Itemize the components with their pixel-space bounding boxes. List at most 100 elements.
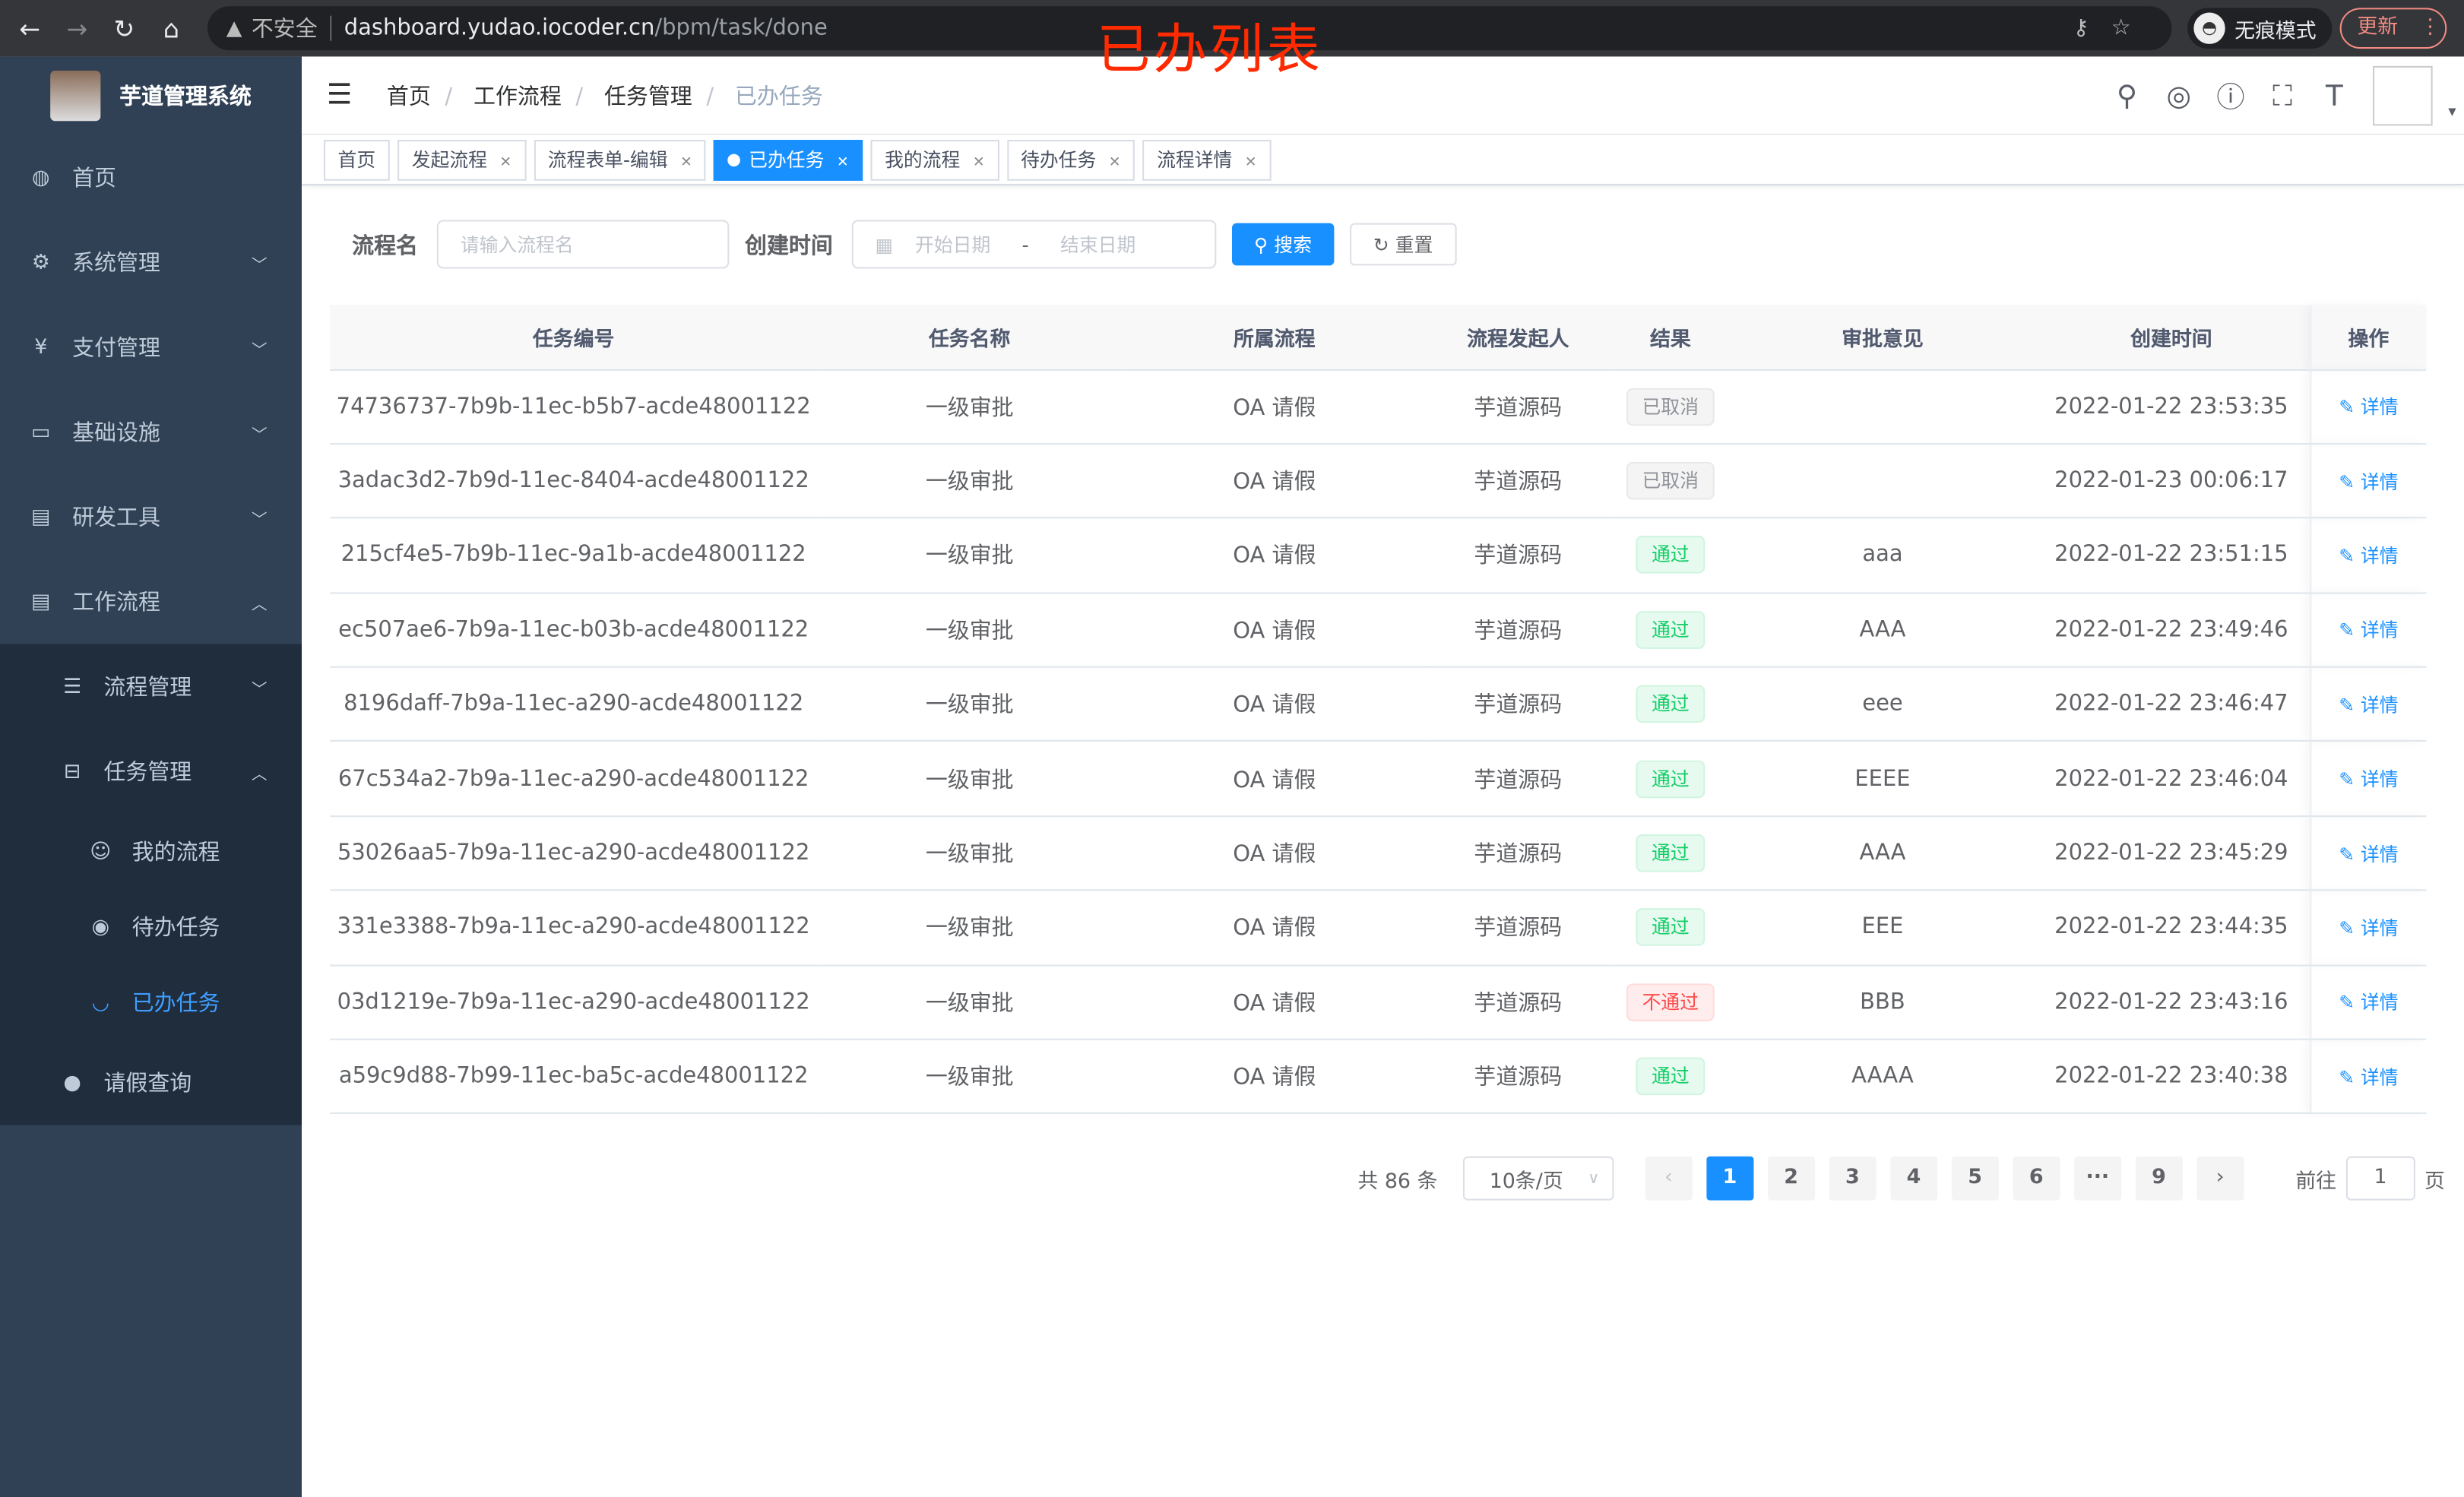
tag-home[interactable]: 首页 xyxy=(323,138,390,180)
font-size-icon[interactable]: T xyxy=(2326,79,2343,112)
edit-icon: ✎ xyxy=(2339,545,2361,568)
tag-start-process[interactable]: 发起流程 ✕ xyxy=(397,138,526,180)
table-cell: BBB xyxy=(1731,964,2034,1040)
list-icon: ☰ xyxy=(63,675,82,699)
detail-button[interactable]: ✎ 详情 xyxy=(2339,619,2399,642)
close-icon[interactable]: ✕ xyxy=(1108,154,1121,171)
table-cell: 03d1219e-7b9a-11ec-a290-acde48001122 xyxy=(330,964,818,1040)
page-button[interactable]: 5 xyxy=(1951,1156,1999,1201)
table-cell: 芋道源码 xyxy=(1427,964,1610,1040)
close-icon[interactable]: ✕ xyxy=(680,154,692,171)
detail-button[interactable]: ✎ 详情 xyxy=(2339,396,2399,419)
table-cell: 53026aa5-7b9a-11ec-a290-acde48001122 xyxy=(330,815,818,891)
detail-button[interactable]: ✎ 详情 xyxy=(2339,768,2399,791)
sidebar-item-infra[interactable]: ▭ 基础设施 ﹀ xyxy=(0,390,302,475)
fullscreen-icon[interactable]: ⛶ xyxy=(2272,79,2293,112)
reload-icon[interactable]: ↻ xyxy=(113,13,135,43)
page-button[interactable]: 4 xyxy=(1889,1156,1937,1201)
detail-button[interactable]: ✎ 详情 xyxy=(2339,470,2399,493)
incognito-label: 无痕模式 xyxy=(2234,19,2317,43)
breadcrumb-item[interactable]: 任务管理 xyxy=(603,84,692,109)
tag-todo[interactable]: 待办任务 ✕ xyxy=(1006,138,1135,180)
action-cell: ✎ 详情 xyxy=(2309,741,2427,817)
detail-button[interactable]: ✎ 详情 xyxy=(2339,1066,2399,1089)
close-icon[interactable]: ✕ xyxy=(499,154,512,171)
sidebar-item-pay[interactable]: ¥ 支付管理 ﹀ xyxy=(0,305,302,390)
avatar[interactable] xyxy=(2373,65,2456,126)
reset-button[interactable]: ↻ 重置 xyxy=(1349,223,1457,266)
sidebar-item-leave[interactable]: ● 请假查询 xyxy=(0,1040,302,1125)
goto-label: 前往 xyxy=(2295,1169,2337,1194)
address-bar[interactable]: ▲ 不安全 dashboard.yudao.iocoder.cn/bpm/tas… xyxy=(207,6,2172,51)
table-cell: OA 请假 xyxy=(1122,1039,1427,1115)
page-button[interactable]: 1 xyxy=(1706,1156,1754,1201)
help-icon[interactable]: ⓘ xyxy=(2216,81,2245,115)
tag-form-edit[interactable]: 流程表单-编辑 ✕ xyxy=(534,138,707,180)
edit-icon: ✎ xyxy=(2339,694,2361,717)
star-icon[interactable]: ☆ xyxy=(2111,15,2153,41)
search-icon[interactable]: ⚲ xyxy=(2116,79,2138,112)
table-row: 74736737-7b9b-11ec-b5b7-acde48001122 一级审批… xyxy=(330,369,2427,445)
page-size-select[interactable]: 10条/页 ∨ xyxy=(1462,1156,1614,1201)
breadcrumb-item[interactable]: 工作流程 xyxy=(473,84,562,109)
github-icon[interactable]: ◎ xyxy=(2166,79,2191,112)
sidebar-item-task-manage[interactable]: ⊟ 任务管理 ︿ xyxy=(0,729,302,814)
next-page-button[interactable]: › xyxy=(2196,1156,2244,1201)
tag-process-detail[interactable]: 流程详情 ✕ xyxy=(1142,138,1272,180)
breadcrumb-item[interactable]: 首页 xyxy=(386,84,431,109)
process-name-input[interactable]: 请输入流程名 xyxy=(436,220,730,269)
detail-button[interactable]: ✎ 详情 xyxy=(2339,992,2399,1014)
sidebar-item-home[interactable]: ◍ 首页 xyxy=(0,135,302,220)
search-icon: ⚲ xyxy=(1253,233,1268,255)
forward-icon[interactable]: → xyxy=(66,13,88,43)
page-button[interactable]: ··· xyxy=(2073,1156,2121,1201)
total-count: 共 86 条 xyxy=(1357,1169,1438,1194)
sidebar-item-my-process[interactable]: ☺ 我的流程 xyxy=(0,814,302,889)
update-button[interactable]: 更新 ⋮ xyxy=(2339,8,2447,49)
table-cell: EEEE xyxy=(1731,741,2034,817)
column-header: 审批意见 xyxy=(1731,305,2034,370)
sidebar-item-process-manage[interactable]: ☰ 流程管理 ﹀ xyxy=(0,644,302,730)
detail-button[interactable]: ✎ 详情 xyxy=(2339,917,2399,940)
prev-page-button[interactable]: ‹ xyxy=(1645,1156,1693,1201)
close-icon[interactable]: ✕ xyxy=(1244,154,1257,171)
sidebar-item-done[interactable]: ◡ 已办任务 xyxy=(0,965,302,1040)
table-cell: 一级审批 xyxy=(817,964,1123,1040)
create-time-label: 创建时间 xyxy=(745,233,833,259)
tag-my-process[interactable]: 我的流程 ✕ xyxy=(870,138,999,180)
detail-button[interactable]: ✎ 详情 xyxy=(2339,843,2399,866)
home-icon[interactable]: ⌂ xyxy=(163,13,179,43)
page-button[interactable]: 9 xyxy=(2135,1156,2183,1201)
close-icon[interactable]: ✕ xyxy=(972,154,985,171)
sidebar-item-system[interactable]: ⚙ 系统管理 ﹀ xyxy=(0,220,302,305)
hamburger-icon[interactable]: ☰ xyxy=(327,78,353,112)
tag-done-tasks[interactable]: 已办任务 ✕ xyxy=(714,138,863,180)
table-cell: ec507ae6-7b9a-11ec-b03b-acde48001122 xyxy=(330,592,818,668)
page-button[interactable]: 2 xyxy=(1767,1156,1815,1201)
close-icon[interactable]: ✕ xyxy=(836,154,849,171)
sidebar-item-todo[interactable]: ◉ 待办任务 xyxy=(0,889,302,964)
key-icon[interactable]: ⚷ xyxy=(2073,15,2111,41)
goto-page-input[interactable]: 1 xyxy=(2345,1156,2415,1201)
chevron-down-icon: ﹀ xyxy=(251,681,268,699)
search-button[interactable]: ⚲ 搜索 xyxy=(1231,223,1335,266)
date-range-input[interactable]: ▦ 开始日期 - 结束日期 xyxy=(851,220,1217,269)
table-row: 53026aa5-7b9a-11ec-a290-acde48001122 一级审批… xyxy=(330,815,2427,891)
incognito-badge[interactable]: ◓ 无痕模式 xyxy=(2187,8,2333,49)
table-cell: 2022-01-22 23:45:29 xyxy=(2033,815,2310,891)
table-cell: OA 请假 xyxy=(1122,890,1427,966)
back-icon[interactable]: ← xyxy=(19,13,41,43)
status-badge: 已取消 xyxy=(1626,462,1715,500)
sidebar: 芋道管理系统 ◍ 首页 ⚙ 系统管理 ﹀ ¥ 支付管理 ﹀ ▭ 基础设施 ﹀ ▤ 研发工具 ﹀ ▤… xyxy=(0,56,302,1497)
column-header: 流程发起人 xyxy=(1427,305,1610,370)
page-button[interactable]: 6 xyxy=(2013,1156,2060,1201)
action-cell: ✎ 详情 xyxy=(2309,666,2427,742)
action-cell: ✎ 详情 xyxy=(2309,964,2427,1040)
sidebar-item-workflow[interactable]: ▤ 工作流程 ︿ xyxy=(0,559,302,644)
sidebar-logo[interactable]: 芋道管理系统 xyxy=(0,56,302,135)
detail-button[interactable]: ✎ 详情 xyxy=(2339,694,2399,717)
table-cell: 一级审批 xyxy=(817,369,1123,445)
page-button[interactable]: 3 xyxy=(1829,1156,1877,1201)
sidebar-item-devtools[interactable]: ▤ 研发工具 ﹀ xyxy=(0,474,302,559)
detail-button[interactable]: ✎ 详情 xyxy=(2339,545,2399,568)
